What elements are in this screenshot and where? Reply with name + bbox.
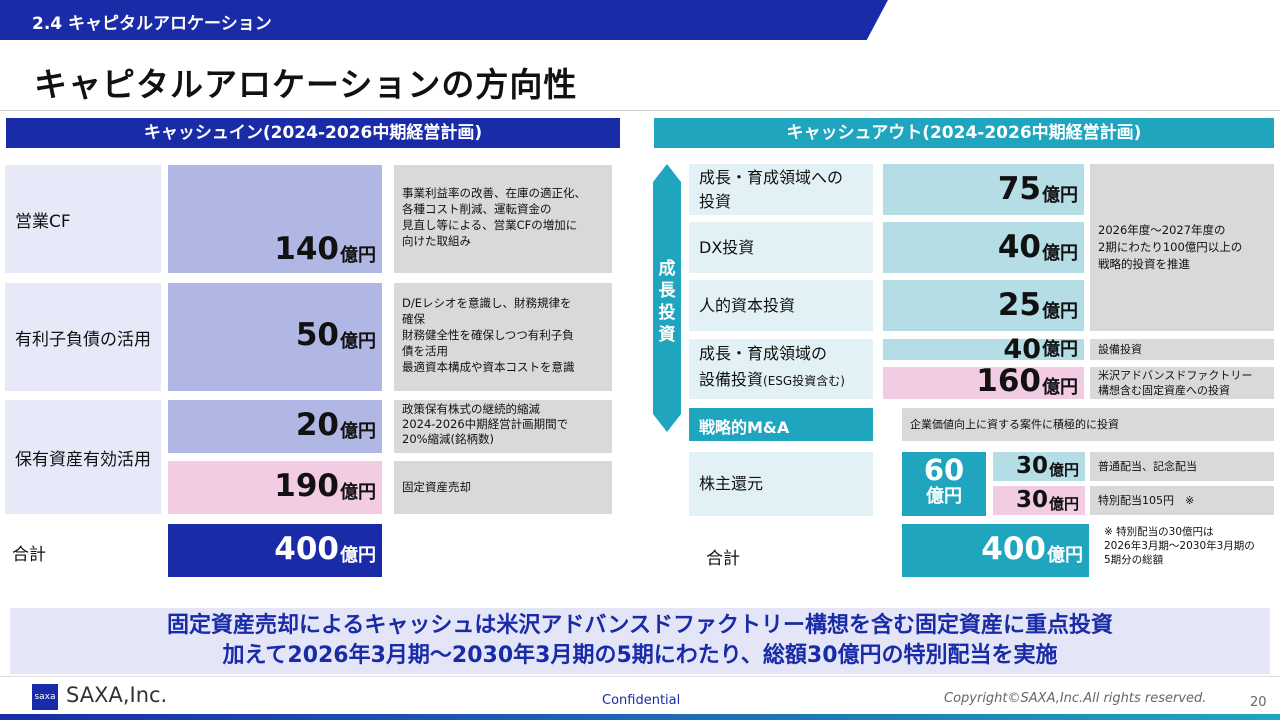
cash-out-note-strategic-investment: 2026年度～2027年度の 2期にわたり100億円以上の 戦略的投資を推進 xyxy=(1090,164,1274,331)
footer-gradient-bar xyxy=(0,714,1280,720)
title-divider xyxy=(0,110,1280,111)
confidential-label: Confidential xyxy=(602,693,681,708)
cash-in-value-asset-sale: 190 億円 xyxy=(168,461,382,514)
cash-out-total-value: 400 億円 xyxy=(902,524,1089,577)
cash-out-label-dx: DX投資 xyxy=(689,222,873,273)
cash-in-heading: キャッシュイン(2024-2026中期経営計画) xyxy=(6,118,620,148)
cash-in-note-debt: D/Eレシオを意識し、財務規律を 確保 財務健全性を確保しつつ有利子負 債を活用… xyxy=(394,283,612,391)
cash-out-value-dx: 40 億円 xyxy=(883,222,1084,273)
growth-investment-label: 成長投資 xyxy=(658,259,676,345)
cash-in-value-policy-shares: 20 億円 xyxy=(168,400,382,453)
shareholder-total-unit: 億円 xyxy=(926,486,962,507)
cash-out-value-facility: 40 億円 xyxy=(883,336,1084,363)
cash-in-label-debt: 有利子負債の活用 xyxy=(5,283,161,391)
cash-out-label-ma: 戦略的M&A xyxy=(689,408,873,441)
cash-out-value-ordinary-dividend: 30 億円 xyxy=(993,452,1085,481)
cash-out-note-yonezawa: 米沢アドバンスドファクトリー 構想含む固定資産への投資 xyxy=(1090,367,1274,399)
company-name: SAXA,Inc. xyxy=(66,683,168,707)
section-tag: 2.4 キャピタルアロケーション xyxy=(0,0,888,40)
cash-out-note-facility: 設備投資 xyxy=(1090,339,1274,360)
cash-out-value-human-capital: 25 億円 xyxy=(883,280,1084,331)
cash-in-value-operating-cf: 140 億円 xyxy=(168,165,382,273)
cash-out-label-shareholder: 株主還元 xyxy=(689,452,873,516)
facility-label-suffix: (ESG投資含む) xyxy=(763,374,845,388)
cash-out-label-growth-invest: 成長・育成領域への 投資 xyxy=(689,164,873,215)
cash-in-value-debt: 50 億円 xyxy=(168,283,382,391)
cash-out-value-shareholder-total: 60 億円 xyxy=(902,452,986,516)
company-logo-icon: saxa xyxy=(32,684,58,710)
cash-out-heading: キャッシュアウト(2024-2026中期経営計画) xyxy=(654,118,1274,148)
cash-out-total-label: 合計 xyxy=(706,549,740,569)
cash-out-value-yonezawa: 160 億円 xyxy=(883,366,1084,399)
cash-in-total-value: 400 億円 xyxy=(168,524,382,577)
cash-out-note-special-dividend: 特別配当105円 ※ xyxy=(1090,486,1274,515)
cash-in-note-policy-shares: 政策保有株式の継続的縮減 2024-2026中期経営計画期間で 20%縮減(銘柄… xyxy=(394,400,612,453)
cash-in-note-operating-cf: 事業利益率の改善、在庫の適正化、 各種コスト削減、運転資金の 見直し等による、営… xyxy=(394,165,612,273)
facility-label-line2: 設備投資(ESG投資含む) xyxy=(699,370,845,389)
facility-label-line1: 成長・育成領域の xyxy=(699,344,828,363)
cash-out-note-ordinary-dividend: 普通配当、記念配当 xyxy=(1090,452,1274,481)
copyright-text: Copyright©SAXA,Inc.All rights reserved. xyxy=(944,691,1207,706)
cash-out-label-human-capital: 人的資本投資 xyxy=(689,280,873,331)
summary-line-2: 加えて2026年3月期～2030年3月期の5期にわたり、総額30億円の特別配当を… xyxy=(222,643,1058,668)
cash-out-value-special-dividend: 30 億円 xyxy=(993,486,1085,515)
summary-line-1: 固定資産売却によるキャッシュは米沢アドバンスドファクトリー構想を含む固定資産に重… xyxy=(166,613,1113,638)
cash-in-label-operating-cf: 営業CF xyxy=(5,165,161,273)
cash-out-note-ma: 企業価値向上に資する案件に積極的に投資 xyxy=(902,408,1274,441)
cash-in-note-asset-sale: 固定資産売却 xyxy=(394,461,612,514)
shareholder-total-number: 60 xyxy=(923,453,965,487)
page-title: キャピタルアロケーションの方向性 xyxy=(34,65,578,104)
special-dividend-footnote: ※ 特別配当の30億円は 2026年3月期～2030年3月期の 5期分の総額 xyxy=(1104,526,1255,566)
growth-investment-arrow xyxy=(653,164,681,432)
page-number: 20 xyxy=(1250,695,1267,710)
cash-out-value-growth-invest: 75 億円 xyxy=(883,164,1084,215)
summary-banner: 固定資産売却によるキャッシュは米沢アドバンスドファクトリー構想を含む固定資産に重… xyxy=(10,608,1270,674)
footer-divider xyxy=(0,676,1280,677)
cash-out-label-facility: 成長・育成領域の 設備投資(ESG投資含む) xyxy=(689,339,873,399)
cash-in-total-label: 合計 xyxy=(12,545,46,565)
cash-in-label-asset: 保有資産有効活用 xyxy=(5,400,161,514)
